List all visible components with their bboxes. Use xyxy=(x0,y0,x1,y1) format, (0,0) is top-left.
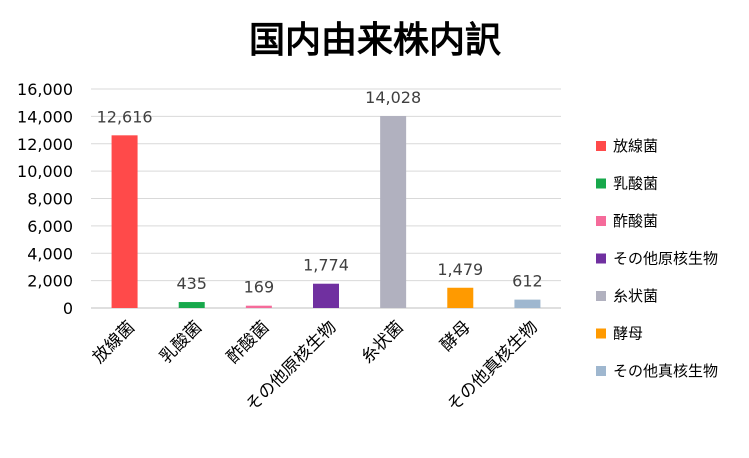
data-label: 435 xyxy=(176,274,207,293)
bar-1 xyxy=(111,135,138,308)
bar-5 xyxy=(380,115,407,308)
legend-label: その他真核生物 xyxy=(613,362,718,380)
y-tick-label: 10,000 xyxy=(17,162,73,181)
legend-swatch xyxy=(596,253,606,264)
data-label: 169 xyxy=(244,278,275,297)
y-tick-label: 8,000 xyxy=(27,190,73,209)
legend-label: 糸状菌 xyxy=(613,287,658,305)
data-labels: 12,616 435 169 1,774 14,028 1,479 612 xyxy=(97,88,543,297)
legend-label: その他原核生物 xyxy=(613,250,718,268)
chart-title: 国内由来株内訳 xyxy=(249,20,502,61)
y-tick-label: 12,000 xyxy=(17,135,73,154)
data-label: 1,774 xyxy=(303,256,349,275)
legend-label: 酢酸菌 xyxy=(613,212,658,230)
legend-swatch xyxy=(596,366,606,376)
x-tick-label: 酢酸菌 xyxy=(223,317,273,367)
x-tick-label: 乳酸菌 xyxy=(156,317,206,367)
x-tick-label: 酵母 xyxy=(437,317,475,355)
legend-label: 酵母 xyxy=(613,325,643,343)
y-tick-label: 6,000 xyxy=(27,217,73,236)
data-label: 612 xyxy=(512,272,543,291)
y-tick-label: 4,000 xyxy=(27,244,73,263)
y-tick-label: 16,000 xyxy=(17,80,73,99)
data-label: 14,028 xyxy=(365,88,421,107)
grid xyxy=(91,88,561,309)
y-tick-label: 2,000 xyxy=(27,272,73,291)
legend-swatch xyxy=(596,141,606,151)
legend-swatch xyxy=(596,291,606,301)
legend-label: 放線菌 xyxy=(613,137,658,155)
data-label: 1,479 xyxy=(437,260,483,279)
legend-swatch xyxy=(596,216,606,226)
bar-7 xyxy=(514,299,541,308)
y-tick-label: 0 xyxy=(63,299,73,318)
bar-4 xyxy=(313,283,339,308)
x-tick-label: 放線菌 xyxy=(89,317,139,367)
x-tick-label: 糸状菌 xyxy=(357,317,407,367)
bar-3 xyxy=(245,305,272,308)
data-label: 12,616 xyxy=(97,107,153,126)
bar-6 xyxy=(447,287,474,308)
legend-swatch xyxy=(596,328,606,339)
legend-swatch xyxy=(596,178,606,189)
legend-label: 乳酸菌 xyxy=(613,175,658,193)
y-axis: 0 2,000 4,000 6,000 8,000 10,000 12,000 14,000 1… xyxy=(17,80,73,318)
bar-2 xyxy=(178,302,205,308)
bars xyxy=(111,115,541,308)
y-tick-label: 14,000 xyxy=(17,107,73,126)
